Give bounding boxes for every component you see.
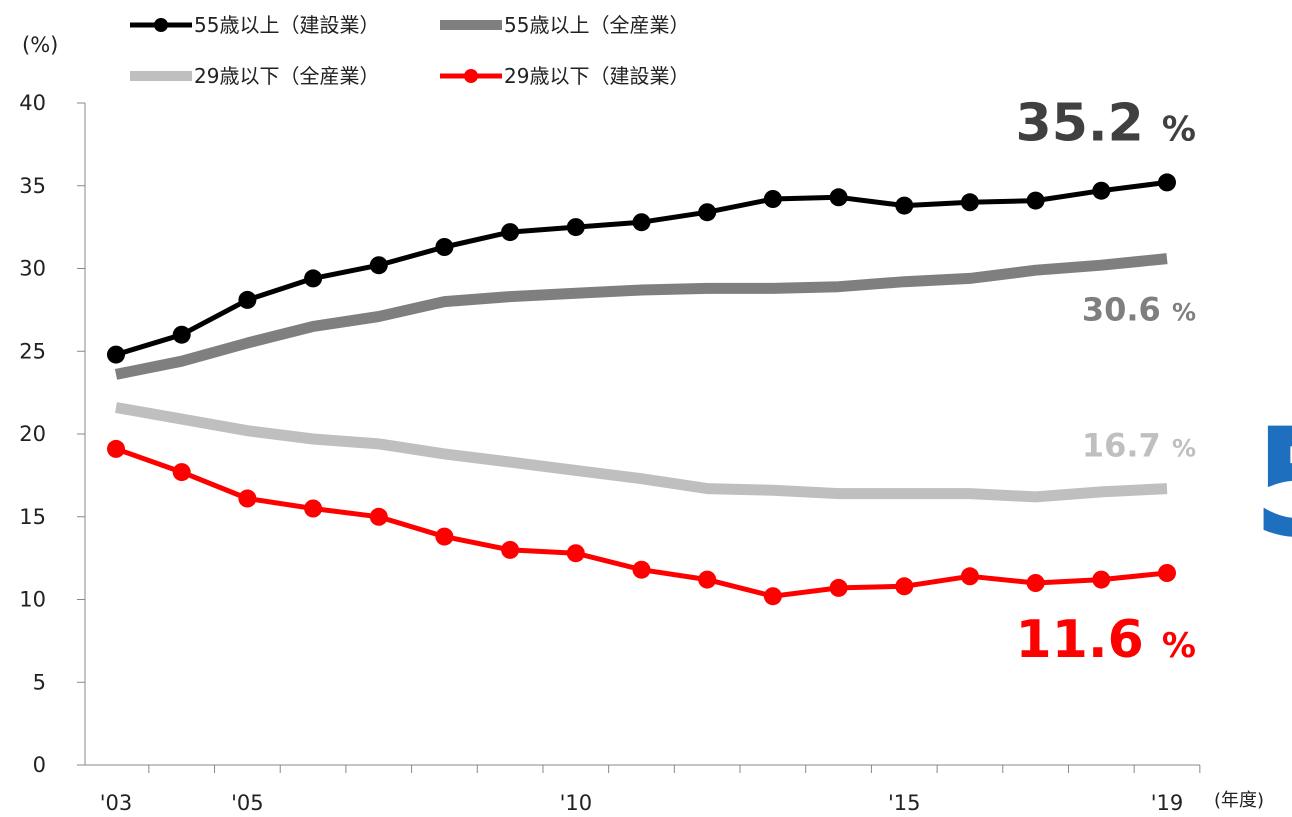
y-tick-label: 25 xyxy=(19,339,46,363)
y-tick-label: 10 xyxy=(19,588,46,612)
series-2 xyxy=(115,402,1168,503)
data-point xyxy=(763,190,782,208)
data-point xyxy=(501,540,520,559)
edge-glyph: 5 xyxy=(1252,397,1292,571)
data-point xyxy=(238,489,257,508)
data-point xyxy=(632,560,651,579)
data-point xyxy=(1026,574,1045,592)
x-tick-label: '10 xyxy=(560,791,593,815)
data-point xyxy=(369,256,388,275)
data-point xyxy=(107,439,125,458)
data-point xyxy=(632,213,651,232)
legend-item: 55歳以上（建設業） xyxy=(130,13,379,37)
x-tick-label: '15 xyxy=(888,791,921,815)
legend: 55歳以上（建設業） 55歳以上（全産業） 29歳以下（全産業） 29歳以下（建設業） xyxy=(130,13,689,88)
legend-label: 29歳以下（全産業） xyxy=(194,64,379,88)
data-point xyxy=(435,527,454,546)
labels-layer: 35.2 % 30.6 % 16.7 % 11.6 % 5 xyxy=(1016,93,1292,670)
data-point xyxy=(698,570,717,589)
data-point xyxy=(304,269,323,288)
series-1 xyxy=(114,253,1168,380)
data-point xyxy=(829,188,848,207)
data-point xyxy=(960,193,979,212)
y-axis-label: (%) xyxy=(22,33,58,57)
data-point xyxy=(369,507,388,526)
y-tick-label: 20 xyxy=(19,422,46,446)
series-0 xyxy=(107,173,1176,364)
end-value-label: 11.6 % xyxy=(1016,610,1196,670)
x-tick-label: '03 xyxy=(100,791,133,815)
data-point xyxy=(172,463,191,482)
data-point xyxy=(763,587,782,606)
legend-label: 55歳以上（全産業） xyxy=(504,13,689,37)
y-tick-label: 5 xyxy=(33,670,46,694)
data-point xyxy=(304,499,323,518)
legend-marker xyxy=(154,18,168,32)
data-point xyxy=(895,577,914,596)
end-value-label: 30.6 % xyxy=(1082,291,1196,329)
data-point xyxy=(238,290,257,309)
data-point xyxy=(1092,181,1111,200)
data-point xyxy=(1158,564,1176,582)
y-tick-label: 40 xyxy=(19,91,46,115)
data-point xyxy=(895,196,914,215)
data-point xyxy=(107,345,125,364)
data-point xyxy=(698,203,717,222)
axes: 0 5 10 15 20 25 30 35 40 '03 '05 '10 '15 '19 (%) (年度) xyxy=(19,33,1264,815)
data-point xyxy=(501,223,520,242)
x-tick-label: '05 xyxy=(231,791,264,815)
end-value-label: 35.2 % xyxy=(1016,93,1196,153)
end-value-label: 16.7 % xyxy=(1082,427,1196,465)
series-line xyxy=(114,253,1168,380)
y-tick-label: 15 xyxy=(19,505,46,529)
legend-item: 29歳以下（建設業） xyxy=(440,64,689,88)
data-point xyxy=(172,325,191,344)
data-point xyxy=(829,578,848,597)
data-point xyxy=(1158,173,1176,192)
series-layer xyxy=(107,173,1176,606)
data-point xyxy=(435,238,454,256)
x-axis-label: (年度) xyxy=(1214,790,1264,811)
data-point xyxy=(960,567,979,586)
legend-label: 55歳以上（建設業） xyxy=(194,13,379,37)
series-3 xyxy=(107,439,1176,606)
y-tick-label: 35 xyxy=(19,174,46,198)
legend-label: 29歳以下（建設業） xyxy=(504,64,689,88)
data-point xyxy=(1026,191,1045,210)
y-tick-label: 0 xyxy=(33,753,46,777)
x-tick-label: '19 xyxy=(1151,791,1184,815)
legend-marker xyxy=(464,69,478,83)
data-point xyxy=(566,544,585,563)
data-point xyxy=(1092,570,1111,589)
data-point xyxy=(566,218,585,237)
legend-item: 55歳以上（全産業） xyxy=(440,13,689,37)
legend-item: 29歳以下（全産業） xyxy=(130,64,379,88)
y-tick-label: 30 xyxy=(19,257,46,281)
series-line xyxy=(115,402,1168,503)
